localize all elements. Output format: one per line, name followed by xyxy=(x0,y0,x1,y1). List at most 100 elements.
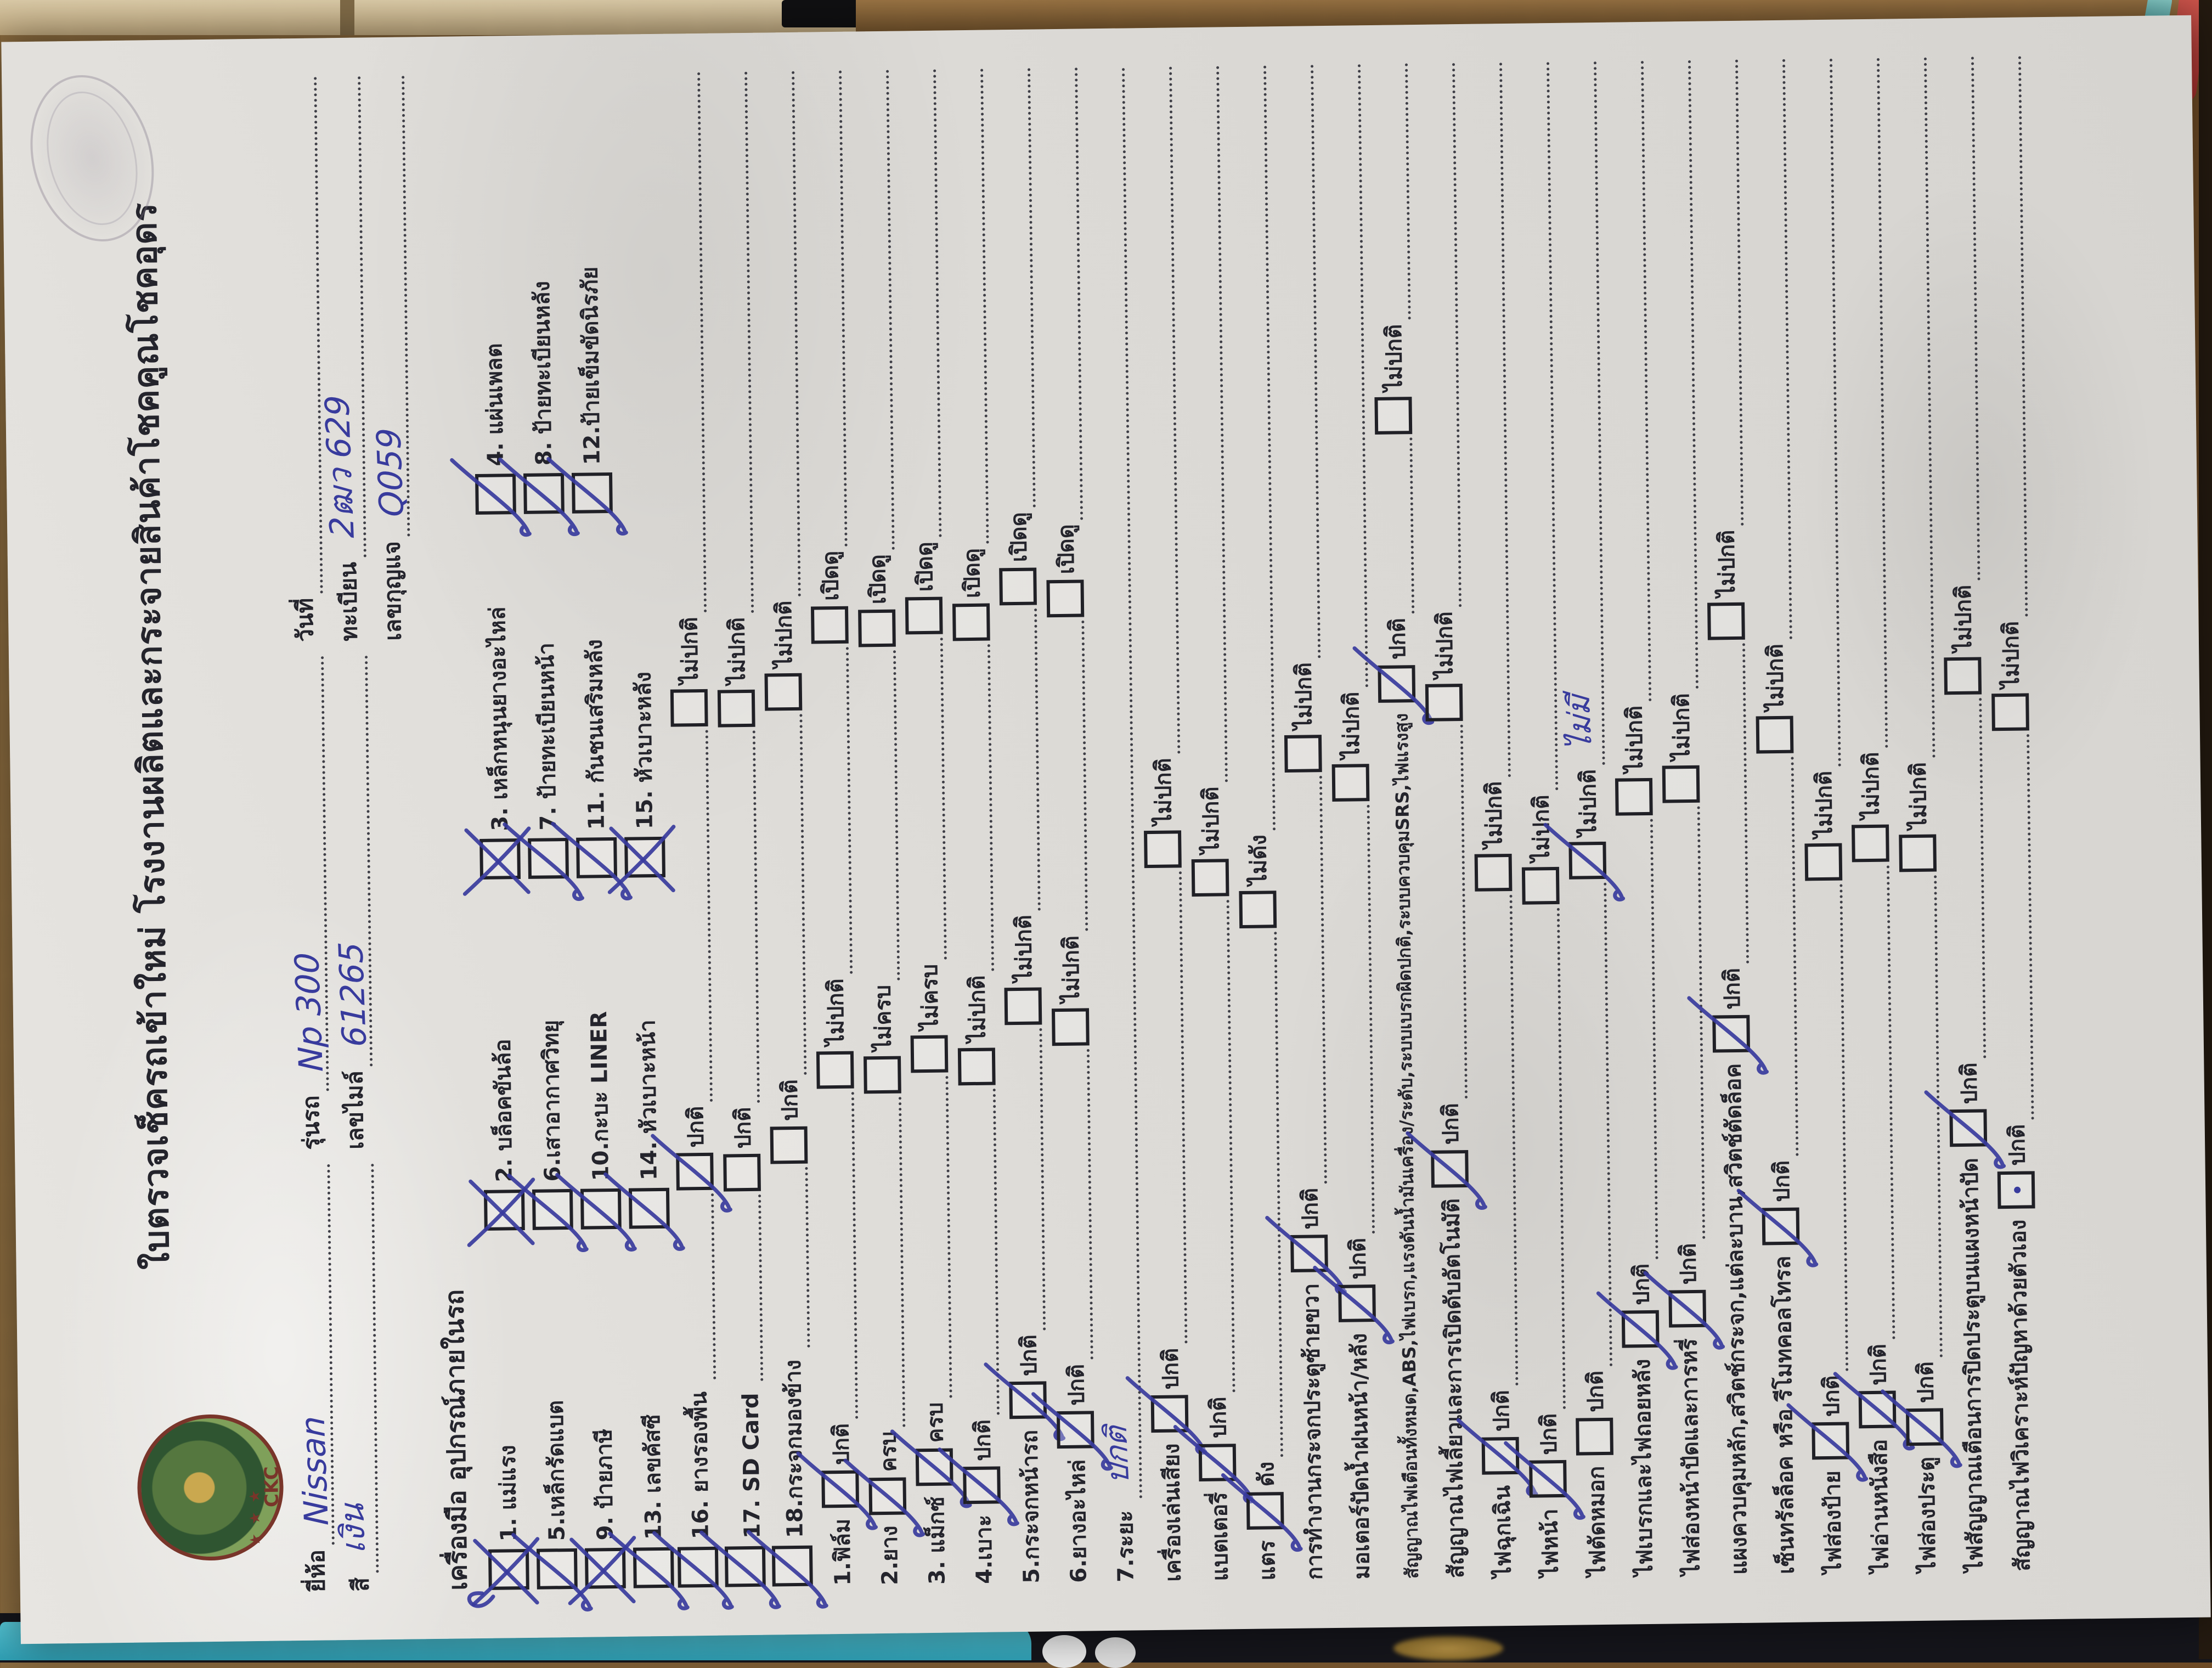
option: ปกติ xyxy=(1786,1375,1869,1482)
option-checkbox[interactable] xyxy=(1944,657,1982,695)
option-checkbox[interactable] xyxy=(1425,684,1463,722)
option-checkbox[interactable] xyxy=(1596,1292,1678,1371)
option-checkbox[interactable] xyxy=(1924,1090,2006,1169)
option-checkbox[interactable] xyxy=(1736,1188,1819,1267)
equipment-checkbox[interactable] xyxy=(467,1537,540,1608)
option-checkbox[interactable] xyxy=(864,1056,901,1094)
option-checkbox[interactable] xyxy=(1284,735,1322,773)
option-checkbox[interactable] xyxy=(1707,602,1745,640)
equipment-checkbox[interactable] xyxy=(608,1531,690,1610)
option-checkbox[interactable] xyxy=(1851,824,1889,863)
equipment-checkbox[interactable] xyxy=(503,822,584,901)
option-checkbox[interactable] xyxy=(670,689,708,728)
option-checkbox[interactable] xyxy=(1004,987,1042,1025)
option-checkbox[interactable] xyxy=(1643,1271,1725,1350)
option-checkbox[interactable] xyxy=(1265,1216,1347,1295)
option-checkbox[interactable] xyxy=(1406,1131,1487,1210)
option: ปกติ xyxy=(1173,1396,1255,1503)
option-checkbox[interactable] xyxy=(1756,716,1794,754)
option-checkbox[interactable] xyxy=(1144,830,1182,869)
equipment-item: 9. ป้ายภาษี xyxy=(568,1229,636,1605)
option: ปกติ xyxy=(1265,1188,1347,1295)
option-label: ปกติ xyxy=(1205,1396,1232,1439)
checklist-row: 1.ฟิล์ม ปกติ ไม่ปกติ เปิดดู xyxy=(796,70,878,1586)
option-checkbox[interactable] xyxy=(1352,646,1435,725)
equipment-item-label: 12.ป้ายเข็มขัดนิรภัย xyxy=(577,266,605,465)
option-checkbox[interactable] xyxy=(1331,764,1370,802)
option-checkbox[interactable] xyxy=(1173,1424,1255,1503)
option-checkbox[interactable] xyxy=(1662,765,1700,804)
option-checkbox[interactable] xyxy=(1239,890,1277,928)
option-checkbox[interactable] xyxy=(1313,1266,1395,1345)
equipment-checkbox[interactable] xyxy=(699,1530,781,1609)
option-checkbox[interactable] xyxy=(1543,822,1626,901)
option-checkbox[interactable] xyxy=(984,1362,1066,1441)
option: ไม่ปกติ xyxy=(1850,752,1889,865)
option-checkbox[interactable] xyxy=(952,603,990,641)
equipment-checkbox[interactable] xyxy=(555,1173,637,1252)
option-checkbox[interactable] xyxy=(957,1047,996,1086)
option-checkbox[interactable] xyxy=(1191,859,1229,897)
equipment-checkbox[interactable] xyxy=(511,1532,593,1611)
equipment-checkbox[interactable] xyxy=(462,826,531,896)
option-checkbox[interactable] xyxy=(770,1126,808,1164)
option-checkbox[interactable] xyxy=(1804,843,1843,881)
option-checkbox[interactable] xyxy=(1991,693,2029,731)
option-checkbox[interactable] xyxy=(890,1429,972,1508)
option-checkbox[interactable] xyxy=(1615,777,1653,816)
dotted-line xyxy=(859,69,895,550)
option: ครบ xyxy=(843,1431,926,1537)
checklist-row: เซ็นทรัลล็อค หรือ รีโมทคอลโทรล ปกติ ไม่ปกต… xyxy=(1736,58,1819,1575)
option-checkbox[interactable] xyxy=(723,1154,761,1192)
equipment-checkbox[interactable] xyxy=(450,458,532,537)
option-checkbox[interactable] xyxy=(1687,996,1769,1075)
option-checkbox[interactable] xyxy=(910,1035,949,1073)
equipment-checkbox[interactable] xyxy=(507,1173,589,1252)
option-checkbox[interactable] xyxy=(1046,579,1085,617)
option-checkbox[interactable] xyxy=(1374,396,1413,435)
equipment-checkbox[interactable] xyxy=(603,1172,685,1251)
option-checkbox[interactable] xyxy=(1474,853,1513,892)
equipment-item: 10.กะบะ LINER xyxy=(555,878,637,1252)
option-checkbox[interactable] xyxy=(1786,1403,1869,1482)
option-checkbox[interactable] xyxy=(1521,867,1560,905)
option: เปิดดู xyxy=(810,551,849,647)
option-checkbox[interactable] xyxy=(1031,1392,1113,1471)
option-checkbox[interactable] xyxy=(843,1458,926,1537)
equipment-checkbox[interactable] xyxy=(747,1530,828,1609)
equipment-checkbox[interactable] xyxy=(551,821,633,900)
option-checkbox[interactable] xyxy=(1221,1473,1303,1552)
option-checkbox[interactable] xyxy=(905,597,943,635)
option-checkbox[interactable] xyxy=(1833,1372,1915,1451)
option-checkbox[interactable] xyxy=(1997,1171,2035,1209)
equipment-checkbox[interactable] xyxy=(467,1177,535,1247)
option-checkbox[interactable] xyxy=(651,1134,732,1213)
option-checkbox[interactable] xyxy=(810,606,849,644)
option-checkbox[interactable] xyxy=(717,689,755,728)
option: ปกติ xyxy=(651,1106,732,1213)
option-checkbox[interactable] xyxy=(999,567,1037,605)
option-checkbox[interactable] xyxy=(1504,1441,1585,1520)
option-checkbox[interactable] xyxy=(1881,1389,1962,1468)
checklist-row: มอเตอร์ปัดน้ำฝนหน้า/หลัง ปกติ ไม่ปกติ xyxy=(1313,64,1395,1580)
option-checkbox[interactable] xyxy=(938,1447,1019,1526)
option-checkbox[interactable] xyxy=(764,673,803,711)
dotted-line: 61265 xyxy=(332,655,374,1067)
option-checkbox[interactable] xyxy=(1051,1007,1090,1046)
equipment-checkbox[interactable] xyxy=(498,457,580,537)
option-checkbox[interactable] xyxy=(858,609,896,647)
option: ปกติ xyxy=(1125,1348,1207,1455)
equipment-checkbox[interactable] xyxy=(607,825,676,894)
dotted-line xyxy=(1482,894,1519,1386)
option-checkbox[interactable] xyxy=(1576,1417,1613,1456)
equipment-checkbox[interactable] xyxy=(652,1531,734,1610)
option-checkbox[interactable] xyxy=(796,1451,878,1530)
option-checkbox[interactable] xyxy=(1899,834,1937,872)
equipment-checkbox[interactable] xyxy=(546,457,628,536)
logo-text: CKC xyxy=(261,1466,283,1508)
option-checkbox[interactable] xyxy=(1125,1376,1207,1455)
equipment-checkbox[interactable] xyxy=(568,1536,636,1605)
option-checkbox[interactable] xyxy=(816,1051,854,1089)
option: ปกติ xyxy=(1736,1160,1819,1267)
option-checkbox[interactable] xyxy=(1456,1418,1538,1497)
